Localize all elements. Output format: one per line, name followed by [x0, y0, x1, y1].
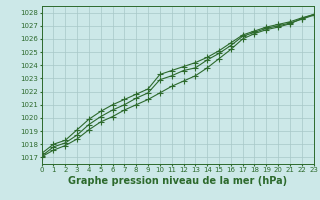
X-axis label: Graphe pression niveau de la mer (hPa): Graphe pression niveau de la mer (hPa): [68, 176, 287, 186]
